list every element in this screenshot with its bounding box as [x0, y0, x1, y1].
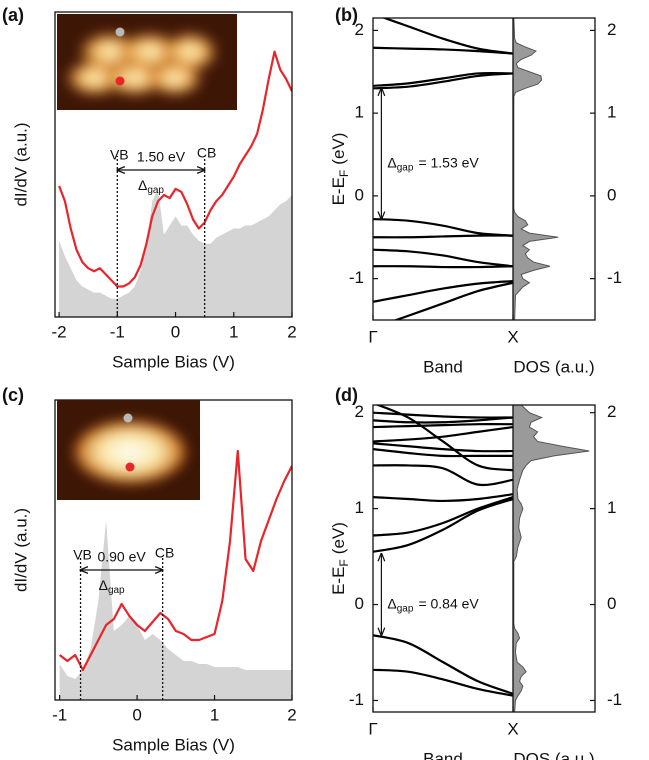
- band-line: [373, 73, 513, 88]
- band-line: [373, 494, 513, 501]
- delta-symbol: Δ: [99, 577, 108, 593]
- stm-inset: [57, 400, 200, 500]
- y-axis-label: E-EF (eV): [329, 133, 351, 206]
- panel-label: (c): [2, 385, 24, 405]
- y-axis-label: dI/dV (a.u.): [11, 508, 30, 592]
- x-tick-label: -1: [52, 705, 67, 724]
- band-line: [373, 670, 513, 696]
- band-line: [373, 424, 513, 427]
- dos-area: [513, 405, 589, 712]
- plot-area: [373, 403, 589, 712]
- y-tick-label-right: -1: [607, 690, 622, 709]
- band-label: Band: [423, 749, 463, 760]
- y-label-unit: (eV): [329, 133, 348, 165]
- gap-label: 0.90 eV: [97, 549, 146, 565]
- delta-symbol: Δ: [387, 595, 396, 611]
- x-tick-label: -2: [52, 322, 67, 341]
- x-tick-label: X: [507, 327, 518, 346]
- y-tick-label-right: 2: [607, 402, 616, 421]
- y-label-unit: (eV): [329, 522, 348, 554]
- y-tick-label: -1: [349, 268, 364, 287]
- y-tick-label-right: 1: [607, 498, 616, 517]
- x-tick-label: Γ: [368, 719, 377, 738]
- x-tick-label: -1: [110, 322, 125, 341]
- x-tick-label: 1: [229, 322, 238, 341]
- dos-label: DOS (a.u.): [513, 357, 594, 376]
- gap-value: = 0.84 eV: [418, 595, 479, 611]
- y-tick-label: 1: [355, 498, 364, 517]
- figure: VB CB 1.50 eV Δgap -2 -1 0 1 2 Sample Bias (V) dI/…: [0, 0, 649, 760]
- stm-inset: [57, 14, 237, 110]
- delta-symbol: Δ: [387, 154, 396, 170]
- y-axis-label: E-EF (eV): [329, 522, 351, 595]
- x-tick-label: 2: [287, 322, 296, 341]
- y-label-main: E-E: [329, 567, 348, 595]
- x-axis-label: Sample Bias (V): [112, 735, 235, 754]
- y-tick-label-right: 1: [607, 103, 616, 122]
- gap-text: Δgap = 0.84 eV: [387, 595, 479, 614]
- x-axis-label: Sample Bias (V): [112, 352, 235, 371]
- x-tick-label: Γ: [368, 327, 377, 346]
- y-label-sub: F: [337, 559, 351, 566]
- delta-symbol: Δ: [138, 177, 147, 193]
- cb-label: CB: [197, 145, 216, 161]
- y-tick-label: 0: [355, 185, 364, 204]
- band-line: [373, 417, 513, 422]
- band-line: [373, 219, 513, 236]
- gap-value: = 1.53 eV: [418, 154, 479, 170]
- band-line: [373, 266, 513, 267]
- y-label-sub: F: [337, 170, 351, 177]
- reference-area: [60, 520, 292, 700]
- band-line: [373, 427, 513, 441]
- delta-subscript: gap: [397, 603, 414, 614]
- y-axis-label: dI/dV (a.u.): [11, 122, 30, 206]
- band-label: Band: [423, 357, 463, 376]
- band-line: [373, 281, 513, 302]
- vb-label: VB: [110, 147, 129, 163]
- reference-area: [59, 189, 292, 317]
- band-line: [373, 236, 513, 238]
- gap-label: 1.50 eV: [137, 149, 186, 165]
- x-tick-label: X: [507, 719, 518, 738]
- y-tick-label: 0: [355, 594, 364, 613]
- x-tick-label: 0: [171, 322, 180, 341]
- panel-label: (a): [2, 5, 24, 25]
- panel-label: (b): [335, 5, 358, 25]
- x-tick-label: 0: [132, 705, 141, 724]
- band-line: [373, 250, 513, 267]
- y-tick-label-right: 0: [607, 594, 616, 613]
- y-tick-label-right: 0: [607, 185, 616, 204]
- page: {"chart_data": [ {"type": "line", "panel…: [0, 0, 649, 760]
- y-tick-label: 2: [355, 402, 364, 421]
- dos-area: [513, 18, 558, 320]
- x-tick-label: 1: [210, 705, 219, 724]
- y-tick-label-right: -1: [607, 268, 622, 287]
- y-tick-label-right: 2: [607, 20, 616, 39]
- vb-label: VB: [73, 547, 92, 563]
- band-line: [373, 413, 513, 418]
- y-tick-label: 1: [355, 103, 364, 122]
- y-label-main: E-E: [329, 177, 348, 205]
- band-line: [373, 499, 513, 552]
- x-tick-label: 2: [287, 705, 296, 724]
- panel-label: (d): [335, 385, 358, 405]
- delta-label: Δgap: [138, 177, 164, 196]
- band-line: [373, 443, 513, 451]
- delta-subscript: gap: [147, 185, 164, 196]
- y-tick-label: -1: [349, 690, 364, 709]
- cb-label: CB: [155, 545, 174, 561]
- delta-subscript: gap: [397, 162, 414, 173]
- band-line: [373, 635, 513, 694]
- gap-text: Δgap = 1.53 eV: [387, 154, 479, 173]
- dos-label: DOS (a.u.): [513, 749, 594, 760]
- delta-subscript: gap: [108, 585, 125, 596]
